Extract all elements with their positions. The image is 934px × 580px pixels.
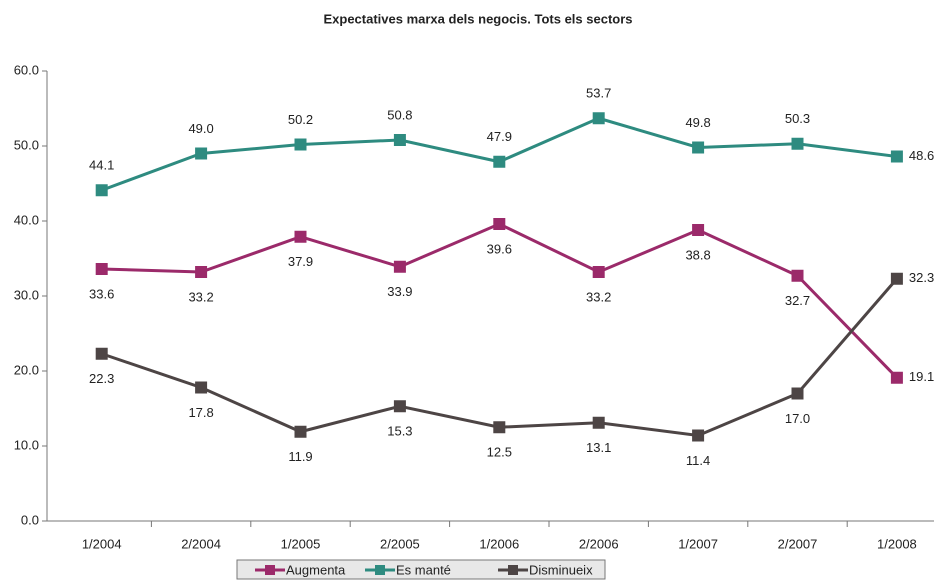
point-marker: [294, 425, 307, 438]
series-line: [101, 277, 899, 438]
point-marker: [95, 347, 108, 360]
y-tick-label: 40.0: [14, 212, 39, 227]
y-tick-label: 50.0: [14, 137, 39, 152]
data-label: 15.3: [387, 424, 412, 439]
point-marker: [791, 269, 804, 282]
point-marker: [493, 155, 506, 168]
point-marker: [195, 266, 208, 278]
point-marker: [791, 137, 804, 150]
point-marker: [791, 387, 804, 400]
x-tick-label: 2/2005: [380, 536, 420, 551]
data-label: 33.9: [387, 284, 412, 299]
point-marker: [493, 421, 506, 434]
data-label: 22.3: [89, 371, 114, 386]
legend-label: Augmenta: [286, 562, 346, 577]
x-tick-label: 1/2006: [479, 536, 519, 551]
data-label: 47.9: [487, 129, 512, 144]
data-label: 19.1: [909, 369, 934, 384]
point-marker: [95, 184, 108, 197]
y-tick-label: 0.0: [21, 512, 39, 527]
y-tick-label: 10.0: [14, 437, 39, 452]
data-label: 50.3: [785, 111, 810, 126]
data-label: 17.8: [188, 405, 213, 420]
point-marker: [592, 416, 605, 429]
x-tick-label: 1/2008: [877, 536, 917, 551]
data-label: 12.5: [487, 445, 512, 460]
point-marker: [393, 400, 406, 413]
data-label: 33.2: [586, 289, 611, 304]
point-marker: [294, 138, 307, 151]
data-label: 50.2: [288, 112, 313, 127]
point-marker: [393, 134, 406, 146]
y-tick-label: 30.0: [14, 287, 39, 302]
point-marker: [294, 230, 307, 243]
point-marker: [195, 147, 208, 160]
data-label: 49.8: [685, 115, 710, 130]
data-label: 11.4: [686, 453, 710, 468]
legend-marker: [265, 565, 275, 575]
data-label: 11.9: [288, 449, 312, 464]
data-label: 32.3: [909, 270, 934, 285]
data-label: 17.0: [785, 411, 810, 426]
legend-marker: [375, 565, 385, 575]
legend-label: Es manté: [396, 562, 451, 577]
x-tick-label: 2/2004: [181, 536, 221, 551]
data-label: 48.6: [909, 148, 934, 163]
point-marker: [95, 263, 108, 275]
legend-marker: [508, 565, 518, 575]
data-label: 50.8: [387, 107, 412, 122]
point-marker: [890, 272, 903, 285]
data-label: 32.7: [785, 293, 810, 308]
x-tick-label: 2/2007: [778, 536, 818, 551]
data-label: 38.8: [685, 247, 710, 262]
x-tick-label: 1/2004: [82, 536, 122, 551]
data-label: 33.6: [89, 286, 114, 301]
point-marker: [692, 224, 705, 236]
data-label: 49.0: [188, 121, 213, 136]
point-marker: [592, 112, 605, 125]
y-tick-label: 20.0: [14, 362, 39, 377]
data-label: 37.9: [288, 254, 313, 269]
x-tick-label: 2/2006: [579, 536, 619, 551]
point-marker: [393, 260, 406, 273]
legend-label: Disminueix: [529, 562, 593, 577]
data-label: 33.2: [188, 289, 213, 304]
point-marker: [890, 371, 903, 384]
data-label: 44.1: [89, 158, 114, 173]
point-marker: [493, 218, 506, 230]
data-label: 53.7: [586, 86, 611, 101]
data-label: 13.1: [586, 440, 611, 455]
x-tick-label: 1/2007: [678, 536, 718, 551]
point-marker: [692, 429, 705, 442]
chart-title: Expectatives marxa dels negocis. Tots el…: [323, 11, 632, 26]
x-tick-label: 1/2005: [281, 536, 321, 551]
y-tick-label: 60.0: [14, 62, 39, 77]
point-marker: [592, 266, 605, 278]
data-label: 39.6: [487, 241, 512, 256]
point-marker: [692, 141, 705, 154]
point-marker: [195, 381, 208, 394]
point-marker: [890, 150, 903, 163]
